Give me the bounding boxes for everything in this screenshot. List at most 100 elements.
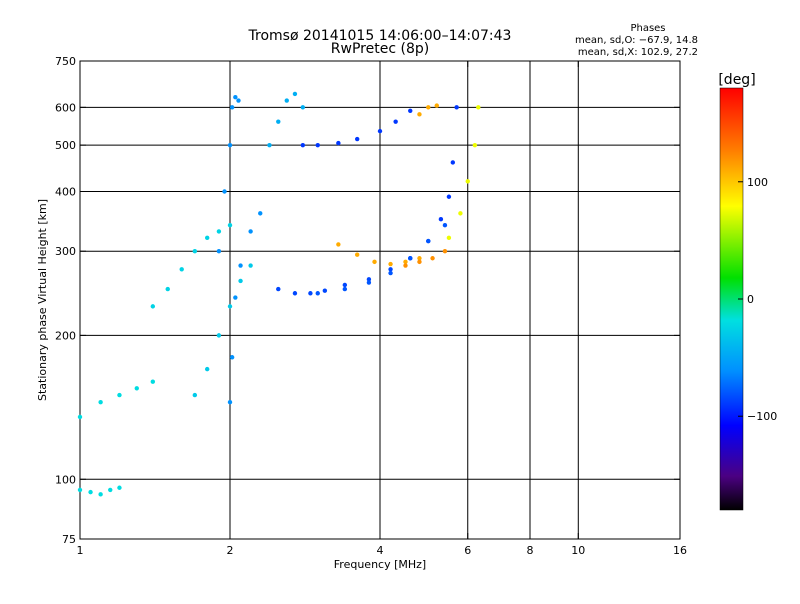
chart-title: Tromsø 20141015 14:06:00–14:07:43 [248,28,512,44]
echo-point [150,379,156,384]
grid-lines [80,61,680,539]
chart-subtitle: RwPretec (8p) [331,41,429,57]
echo-point [388,261,393,267]
echo-point [134,386,139,391]
echo-point [426,238,431,244]
echo-point [238,263,243,268]
echo-point [233,94,238,100]
echo-point [165,286,170,292]
echo-point [336,242,341,247]
y-tick-label: 400 [55,185,76,198]
echo-point [403,259,408,265]
echo-point [276,286,281,292]
y-tick-label: 100 [55,473,76,486]
echo-point [248,263,253,268]
echo-point [366,280,372,285]
data-points [77,91,481,497]
echo-point [315,291,320,296]
echo-point [417,112,422,117]
colorbar-tick-label: 0 [747,293,754,306]
colorbar-tick-label: 100 [747,176,768,189]
x-tick-label: 16 [673,544,687,557]
echo-point [222,189,227,194]
echo-point [117,392,122,398]
echo-point [292,91,298,97]
phases-box: Phases mean, sd,O: −67.9, 14.8 mean, sd,… [575,23,698,58]
echo-point [248,229,253,234]
colorbar: [deg] 100 0 −100 [718,72,777,511]
y-tick-label: 200 [55,329,76,342]
x-tick-label: 4 [377,544,384,557]
echo-point [454,105,459,110]
phases-title: Phases [630,23,665,34]
echo-point [446,235,452,241]
colorbar-tick-label: −100 [747,410,777,423]
echo-point [438,217,444,222]
echo-point [408,256,413,261]
echo-point [342,282,348,288]
echo-point [108,487,113,493]
y-tick-label: 750 [55,55,76,68]
echo-point [342,286,348,292]
y-tick-label: 75 [62,533,76,546]
colorbar-ticks: 100 0 −100 [738,176,777,423]
echo-point [98,492,103,497]
y-tick-label: 600 [55,101,76,114]
echo-point [117,485,122,490]
echo-point [204,235,210,241]
phases-x-stats: mean, sd,X: 102.9, 27.2 [578,47,698,58]
echo-point [336,140,341,146]
echo-point [227,304,233,309]
y-tick-label: 300 [55,245,76,258]
y-tick-label: 500 [55,139,76,152]
echo-point [472,142,478,148]
echo-point [98,399,103,405]
echo-point [258,211,263,216]
x-tick-label: 1 [77,544,84,557]
echo-point [430,256,435,261]
echo-point [417,256,422,261]
echo-point [308,291,313,296]
echo-point [233,295,238,300]
echo-point [393,119,398,124]
echo-point [77,487,83,493]
echo-point [354,136,360,142]
echo-point [292,291,298,296]
echo-point [450,160,456,165]
echo-point [408,108,413,114]
echo-point [300,142,306,148]
x-tick-label: 8 [527,544,534,557]
echo-point [388,267,393,272]
echo-point [322,288,328,293]
echo-point [315,142,320,148]
echo-point [354,252,360,257]
echo-point [77,414,83,420]
echo-point [372,259,377,265]
echo-point [204,366,210,372]
echo-point [426,105,431,110]
y-axis-label: Stationary phase Virtual Height [km] [36,199,49,401]
echo-point [403,263,408,268]
echo-point [227,399,233,405]
echo-point [388,270,393,276]
echo-point [442,223,448,228]
echo-point [476,105,481,110]
echo-point [192,249,198,254]
echo-point [442,249,448,254]
echo-point [216,249,222,254]
echo-point [377,128,383,134]
echo-point [300,105,306,110]
echo-point [284,98,289,103]
echo-point [216,333,222,338]
echo-point [458,211,463,216]
echo-point [236,98,241,103]
echo-point [446,194,452,199]
x-tick-label: 6 [464,544,471,557]
axes: 1 2 4 6 8 10 16 75 100 200 300 400 500 600 750 [55,55,687,557]
echo-point [192,392,198,398]
echo-point [150,304,156,309]
x-axis-label: Frequency [MHz] [334,558,426,571]
phases-o-stats: mean, sd,O: −67.9, 14.8 [575,35,698,46]
echo-point [276,119,281,124]
